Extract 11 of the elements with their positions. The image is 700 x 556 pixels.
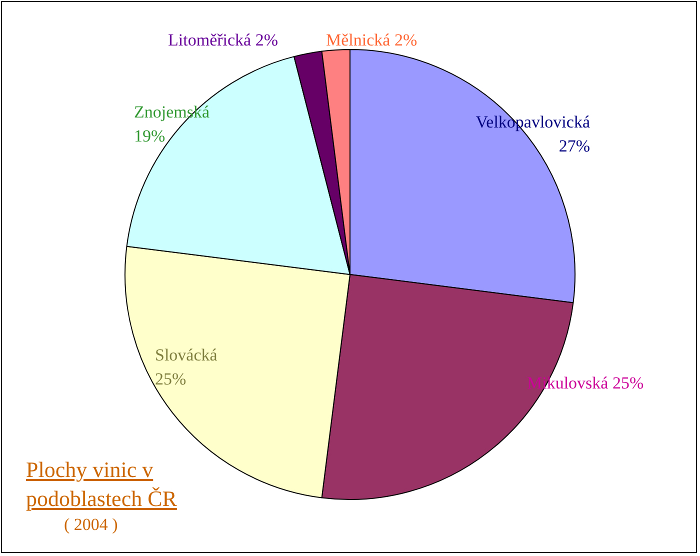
- data-label: 2%: [394, 30, 418, 50]
- slice-label: Slovácká: [155, 345, 218, 364]
- text: ( 2004 ): [64, 515, 118, 535]
- slice-label: Mělnická: [326, 30, 391, 50]
- data-label: 19%: [134, 126, 166, 146]
- data-label: 25%: [155, 369, 186, 388]
- data-label: 25%: [612, 373, 644, 392]
- data-label: 2%: [255, 30, 278, 50]
- text: Plochy vinic v podoblastech ČR: [26, 456, 178, 513]
- slice-label: Litoměřická: [168, 30, 252, 50]
- data-label: 27%: [558, 136, 590, 156]
